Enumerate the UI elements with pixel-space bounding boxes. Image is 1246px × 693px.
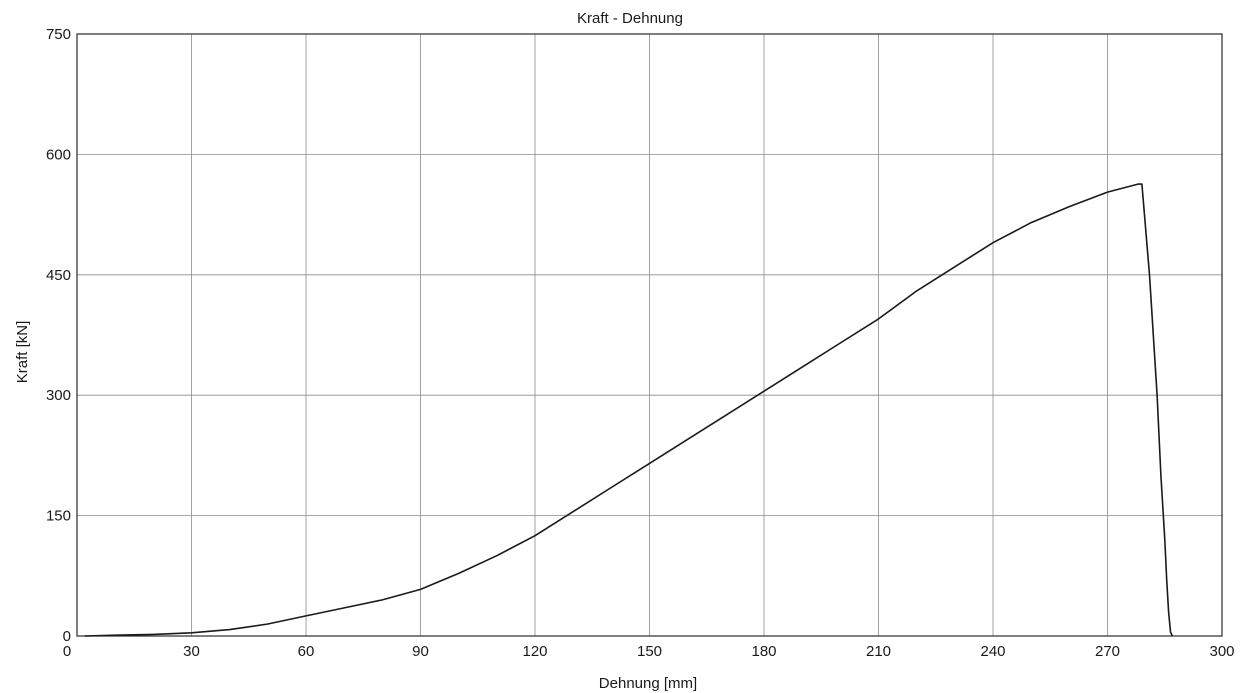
x-tick-label: 300 [1209,643,1234,660]
x-tick-label: 60 [298,643,315,660]
x-tick-label: 240 [980,643,1005,660]
x-tick-label: 180 [751,643,776,660]
y-tick-label: 600 [46,146,71,163]
y-tick-label: 450 [46,267,71,284]
series-group [84,183,1174,637]
x-tick-label: 270 [1095,643,1120,660]
x-tick-label: 210 [866,643,891,660]
y-tick-label: 0 [63,628,71,645]
x-axis-label: Dehnung [mm] [599,675,697,692]
series-line [84,183,1174,637]
x-tick-label: 30 [183,643,200,660]
y-tick-label: 750 [46,26,71,43]
x-tick-label: 120 [522,643,547,660]
chart-title: Kraft - Dehnung [577,10,683,27]
y-axis-ticks: 0 150 300 450 600 750 [46,26,71,645]
y-axis-label: Kraft [kN] [14,321,31,384]
x-tick-label: 90 [412,643,429,660]
grid [77,34,1222,636]
x-tick-label: 150 [637,643,662,660]
y-tick-label: 300 [46,387,71,404]
plot-area [76,33,1223,637]
y-tick-label: 150 [46,508,71,525]
x-tick-label: 0 [63,643,71,660]
x-axis-ticks: 0 30 60 90 120 150 180 210 240 270 300 [63,643,1235,660]
